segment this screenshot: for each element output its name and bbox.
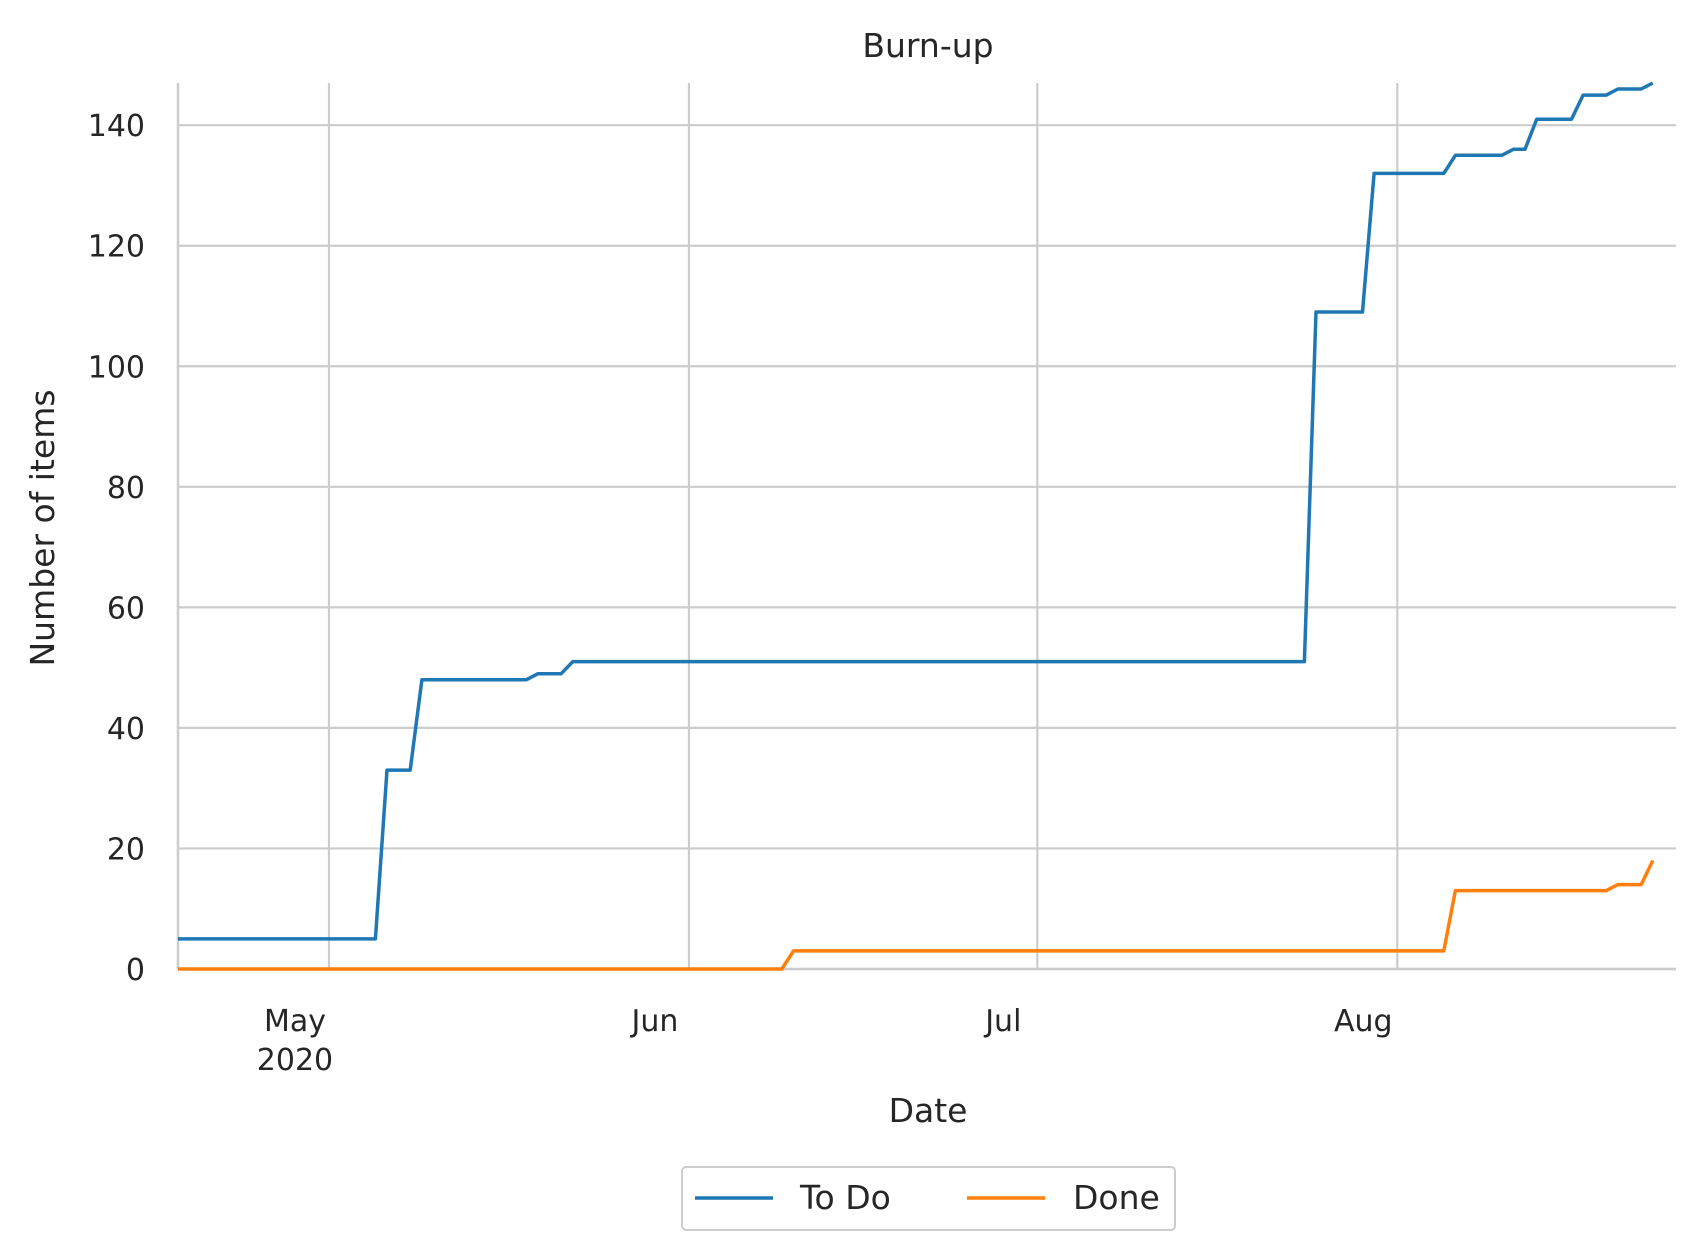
y-tick-labels: 0 20 40 60 80 100 120 140 [88, 109, 145, 988]
x-tick-sublabel: 2020 [257, 1043, 333, 1078]
y-tick-label: 40 [107, 712, 145, 747]
y-tick-label: 140 [88, 109, 145, 144]
axes-spines [176, 83, 1676, 971]
y-axis-label: Number of items [23, 389, 62, 666]
legend: To Do Done [681, 1166, 1176, 1231]
grid-lines [178, 83, 1676, 971]
series-line-to-do [178, 81, 1654, 941]
legend-label-done: Done [1073, 1178, 1160, 1217]
series-lines [178, 81, 1655, 971]
x-tick-label: Aug [1334, 1004, 1393, 1039]
y-tick-label: 0 [126, 953, 145, 988]
series-line-done [178, 859, 1655, 971]
y-tick-label: 60 [107, 591, 145, 626]
x-tick-label: May [264, 1004, 326, 1039]
legend-box [681, 1166, 1176, 1231]
y-tick-label: 100 [88, 350, 145, 385]
x-axis-label: Date [889, 1091, 968, 1130]
y-tick-label: 120 [88, 230, 145, 265]
x-tick-labels: May 2020 Jun Jul Aug [257, 1004, 1393, 1078]
y-tick-label: 80 [107, 471, 145, 506]
legend-label-to-do: To Do [799, 1178, 891, 1217]
x-tick-label: Jun [630, 1004, 679, 1039]
y-tick-label: 20 [107, 832, 145, 867]
x-tick-label: Jul [983, 1004, 1021, 1039]
chart-title: Burn-up [862, 26, 993, 65]
